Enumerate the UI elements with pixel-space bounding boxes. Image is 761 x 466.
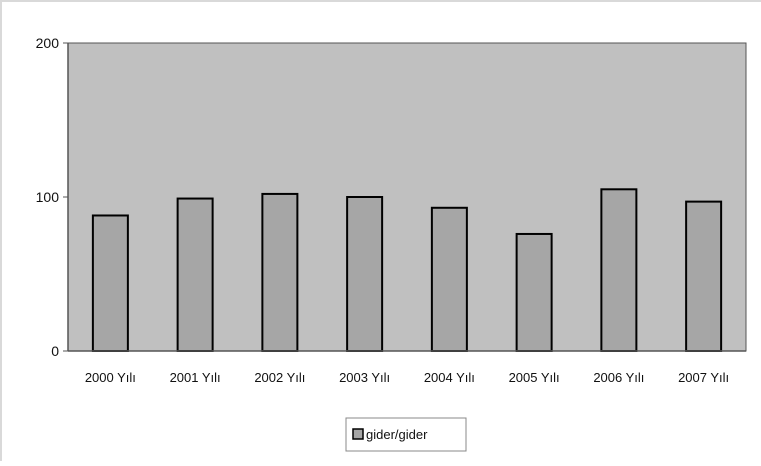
y-tick-label: 100	[36, 189, 60, 205]
y-axis-ticks: 0 100 200	[36, 35, 68, 359]
bar	[515, 232, 553, 353]
bar	[346, 196, 384, 352]
bar	[91, 214, 129, 352]
x-tick-label: 2004 Yılı	[424, 370, 475, 385]
legend: gider/gider	[345, 417, 467, 452]
bar	[261, 192, 299, 352]
plot-area	[67, 42, 747, 352]
x-tick-label: 2006 Yılı	[593, 370, 644, 385]
x-tick-label: 2003 Yılı	[339, 370, 390, 385]
frame-top-border	[0, 0, 761, 2]
x-tick-label: 2002 Yılı	[254, 370, 305, 385]
y-tick-label: 200	[36, 35, 60, 51]
y-tick-label: 0	[51, 343, 59, 359]
bar	[430, 206, 468, 352]
x-tick-label: 2000 Yılı	[85, 370, 136, 385]
legend-label: gider/gider	[366, 427, 428, 442]
x-tick-label: 2005 Yılı	[509, 370, 560, 385]
bar	[176, 197, 214, 352]
bar	[685, 200, 723, 352]
bar	[600, 188, 638, 352]
x-tick-label: 2001 Yılı	[170, 370, 221, 385]
bar-group	[91, 188, 723, 353]
x-tick-label: 2007 Yılı	[678, 370, 729, 385]
legend-box	[345, 417, 467, 452]
frame-left-border	[0, 0, 2, 461]
x-axis-labels: 2000 Yılı 2001 Yılı 2002 Yılı 2003 Yılı 2004…	[85, 370, 729, 385]
legend-swatch	[352, 428, 364, 440]
